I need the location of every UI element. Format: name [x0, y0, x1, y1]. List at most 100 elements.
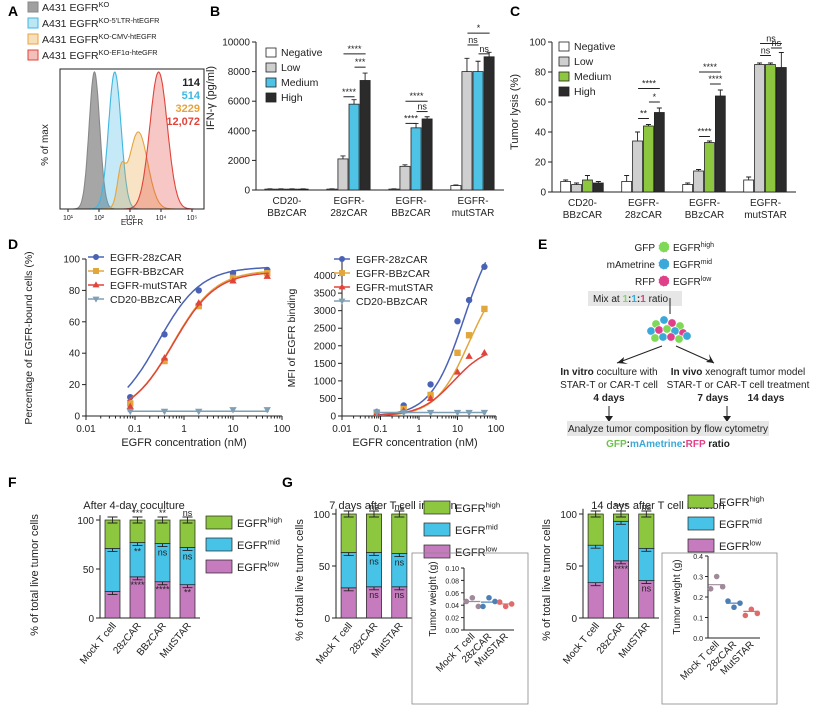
d2-point-3-0	[373, 409, 381, 417]
f-err-0-2	[107, 516, 118, 524]
f-seg-2-2	[154, 519, 171, 544]
d2-point-1-3	[454, 349, 461, 356]
g2-top-mark-1: ****	[614, 502, 629, 512]
c-errbar-1-1	[635, 131, 641, 141]
e-cell-icon-1	[658, 258, 670, 270]
legend-swatch-3	[27, 49, 39, 61]
b-cat-label-a-1: EGFR-	[333, 196, 364, 207]
b-bar-3-2	[472, 71, 484, 191]
b-errbar-1-3	[362, 72, 368, 81]
mfi-value-0: 114	[182, 77, 201, 89]
d2-point-1-4	[465, 332, 473, 339]
legend-label-0: A431 EGFRKO	[42, 0, 110, 14]
legend-label-2: A431 EGFRKO-CMV-htEGFR	[42, 32, 157, 46]
panel-label-a: A	[8, 3, 18, 19]
c-sig-label-1: *	[653, 92, 657, 102]
c-errbar-3-0	[746, 176, 752, 180]
e-row-left-2: RFP	[635, 277, 655, 288]
panel-g-7days: 7 days after T cell infusion % of total …	[294, 500, 529, 705]
c-bar-1-2	[643, 125, 654, 193]
f-top-mark-2: **	[159, 508, 167, 518]
b-ytick-label-1: 2000	[228, 156, 251, 167]
b-legend-swatch-1	[265, 62, 277, 73]
d2-xtick-label-0: 0.01	[332, 424, 352, 435]
d1-point-3-0	[126, 408, 134, 416]
b-ytick-label-0: 0	[244, 186, 250, 197]
f-ytick-label-2: 100	[77, 516, 94, 527]
g2-ytick-label-2: 100	[560, 510, 577, 521]
invivo-line1: In vivo xenograft tumor model	[671, 367, 806, 378]
d2-legend-label-3: CD20-BBzCAR	[356, 296, 428, 308]
f-seg-0-2	[104, 519, 121, 549]
histogram-2	[60, 131, 204, 210]
d2-point-0-3	[454, 318, 461, 325]
b-cat-label-a-3: EGFR-	[457, 196, 488, 207]
d2-ytick-label-8: 4000	[314, 271, 337, 282]
g1-top-mark-1: ns	[369, 502, 379, 512]
mfi-value-3: 12,072	[166, 116, 200, 128]
g1-inset-point-1-2	[492, 598, 498, 605]
g2-inset-frame	[661, 552, 778, 705]
g1-inset-point-1-0	[480, 603, 486, 610]
g2-legend-label-1: EGFRmid	[719, 517, 762, 531]
b-cat-label-b-2: BBzCAR	[391, 208, 430, 219]
panel-a-ylabel: % of max	[40, 124, 51, 166]
invitro-line1: In vitro coculture with	[560, 367, 657, 378]
g1-inset-ytick-label-5: 0.10	[445, 566, 459, 573]
d1-point-0-1	[161, 331, 168, 338]
g2-inset-point-0-1	[713, 573, 720, 580]
panel-c-ylabel: Tumor lysis (%)	[509, 74, 521, 150]
c-ytick-label-2: 40	[535, 128, 547, 139]
b-errbar-1-1	[340, 155, 346, 159]
d2-legend-label-0: EGFR-28zCAR	[356, 254, 428, 266]
g1-seg-2-2	[391, 513, 408, 554]
e-cell-icon-2	[658, 275, 670, 287]
d2-xtick-label-1: 0.1	[374, 424, 388, 435]
b-legend-swatch-2	[265, 77, 277, 88]
g2-low-mark-2: ns	[642, 584, 652, 594]
panel-f-title: After 4-day coculture	[83, 500, 185, 512]
d2-point-1-5	[481, 305, 488, 313]
c-errbar-3-3	[778, 52, 784, 68]
c-bar-1-1	[632, 140, 643, 193]
d1-ytick-label-3: 60	[69, 317, 81, 328]
g1-inset-ytick-label-0: 0.00	[445, 628, 459, 635]
c-bar-3-1	[754, 64, 765, 193]
d1-xtick-label-3: 10	[227, 424, 239, 435]
c-cat-label-a-2: EGFR-	[689, 198, 720, 209]
panel-d1-ylabel: Percentage of EGFR-bound cells (%)	[23, 251, 35, 424]
b-errbar-3-1	[464, 57, 470, 72]
c-cat-label-a-0: CD20-	[568, 198, 597, 209]
f-legend-label-0: EGFRlow	[237, 560, 280, 574]
c-cat-label-b-0: BBzCAR	[563, 210, 602, 221]
g2-seg-2-1	[638, 547, 655, 581]
g1-inset-ytick-label-3: 0.06	[445, 591, 459, 598]
c-legend-swatch-0	[558, 41, 570, 52]
c-bar-0-3	[592, 182, 604, 193]
e-mixed-cell-1	[659, 315, 669, 325]
panel-label-c: C	[510, 3, 520, 19]
f-seg-3-2	[179, 519, 196, 548]
c-cat-label-a-1: EGFR-	[628, 198, 659, 209]
c-bar-1-3	[653, 112, 665, 193]
d2-legend-marker-3	[338, 298, 346, 305]
g2-inset-ytick-label-3: 0.3	[693, 575, 703, 582]
panel-b-ylabel: IFN-γ (pg/ml)	[205, 66, 217, 130]
g2-legend-swatch-2	[687, 494, 715, 509]
a-xtick-label-3: 10⁴	[156, 215, 167, 222]
b-legend-label-3: High	[281, 92, 303, 104]
d1-legend-label-0: EGFR-28zCAR	[110, 252, 182, 264]
g1-inset-ytick-label-1: 0.02	[445, 616, 459, 623]
panel-f-ylabel: % of total live tumor cells	[29, 514, 41, 636]
c-sig-label-3: ****	[703, 62, 718, 72]
b-errbar-2-2	[413, 122, 419, 128]
b-bar-1-1	[337, 158, 349, 191]
invitro-days: 4 days	[593, 393, 625, 404]
legend-label-1: A431 EGFRKO-5'LTR-htEGFR	[42, 16, 159, 30]
d1-xtick-label-4: 100	[274, 424, 291, 435]
d1-ytick-label-5: 100	[63, 255, 80, 266]
c-sig-label-5: ****	[697, 127, 712, 137]
c-errbar-0-3	[595, 181, 601, 183]
g2-inset-point-1-0	[725, 598, 731, 604]
c-sig-label-4: ****	[708, 74, 723, 84]
